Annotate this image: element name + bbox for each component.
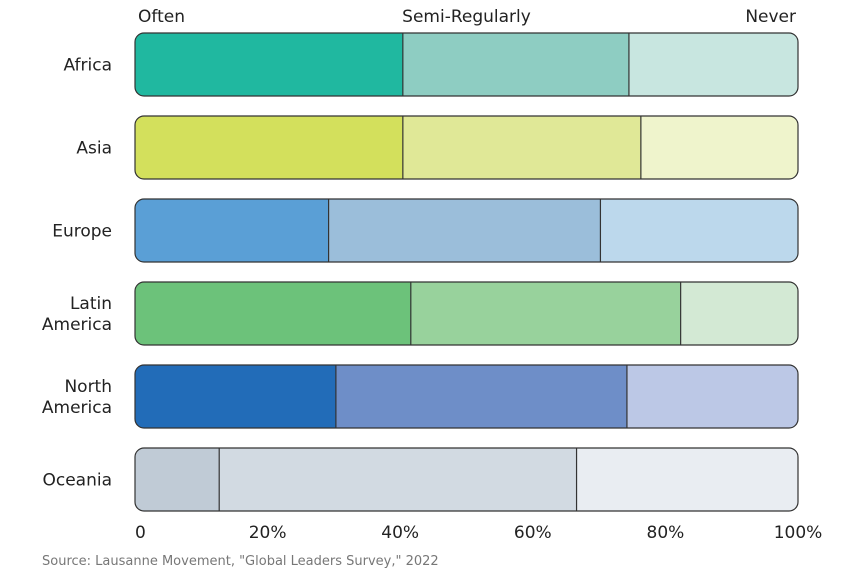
category-label-africa: Africa <box>64 56 113 76</box>
source-note: Source: Lausanne Movement, "Global Leade… <box>42 554 439 569</box>
bar-latin-america-never <box>680 282 798 345</box>
bar-outline-asia <box>134 115 799 180</box>
x-tick-label-5: 100% <box>774 523 823 543</box>
bar-asia-semi-regularly <box>402 116 641 179</box>
bar-latin-america-semi-regularly <box>410 282 681 345</box>
bar-group-oceania <box>135 448 798 511</box>
x-tick-label-2: 40% <box>381 523 419 543</box>
bar-europe-often <box>135 199 329 262</box>
bar-north-america-never <box>626 365 798 428</box>
bar-africa-semi-regularly <box>402 33 629 96</box>
category-label-latin-america: Latin America <box>42 294 112 335</box>
bar-europe-semi-regularly <box>328 199 601 262</box>
bar-europe-never <box>600 199 798 262</box>
bar-group-europe <box>135 199 798 262</box>
bar-outline-oceania <box>134 447 799 512</box>
x-tick-label-0: 0 <box>135 523 146 543</box>
x-tick-label-1: 20% <box>249 523 287 543</box>
bar-north-america-often <box>135 365 336 428</box>
x-tick-label-4: 80% <box>647 523 685 543</box>
bar-group-latin-america <box>135 282 798 345</box>
bar-oceania-often <box>135 448 220 511</box>
bar-africa-often <box>135 33 403 96</box>
stack-header-1: Often <box>138 7 185 27</box>
category-label-europe: Europe <box>52 222 112 242</box>
bar-outline-north-america <box>134 364 799 429</box>
bar-north-america-semi-regularly <box>335 365 627 428</box>
bar-oceania-semi-regularly <box>219 448 577 511</box>
bar-outline-africa <box>134 32 799 97</box>
category-label-asia: Asia <box>76 139 112 159</box>
category-label-oceania: Oceania <box>42 471 112 491</box>
bar-group-asia <box>135 116 798 179</box>
bar-africa-never <box>628 33 798 96</box>
stack-header-2: Semi-Regularly <box>402 7 531 27</box>
bar-latin-america-often <box>135 282 411 345</box>
bar-asia-never <box>640 116 798 179</box>
stack-header-3: Never <box>745 7 796 27</box>
x-tick-label-3: 60% <box>514 523 552 543</box>
category-label-north-america: North America <box>42 377 112 418</box>
bar-group-africa <box>135 33 798 96</box>
bar-group-north-america <box>135 365 798 428</box>
bar-outline-europe <box>134 198 799 263</box>
bar-outline-latin-america <box>134 281 799 346</box>
bar-asia-often <box>135 116 403 179</box>
bar-oceania-never <box>576 448 798 511</box>
